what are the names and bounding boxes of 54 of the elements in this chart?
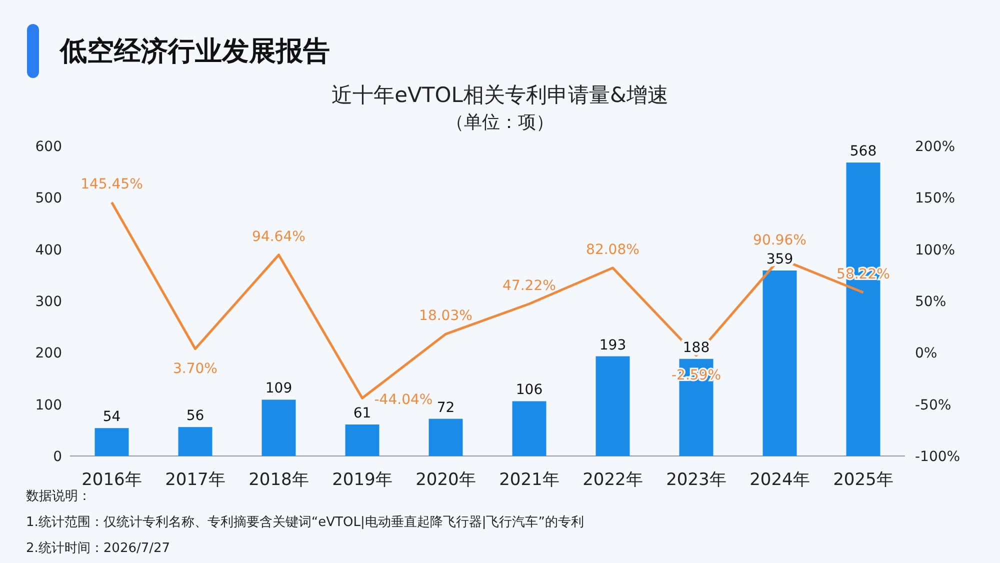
data-label: 61 [353, 405, 372, 422]
y-tick-label: 0 [53, 449, 62, 465]
y2-tick-label: 150% [915, 190, 956, 207]
data-label: 72 [436, 400, 455, 416]
y-tick-label: 100 [35, 397, 62, 414]
x-tick-label: 2025年 [833, 470, 894, 490]
data-label: 568 [850, 144, 877, 160]
chart-title: 低空经济行业发展报告 [59, 36, 330, 67]
y2-tick-label: 50% [915, 294, 946, 310]
bar [178, 427, 212, 456]
bar [345, 424, 380, 456]
bar [94, 428, 129, 456]
x-tick-label: 2018年 [248, 470, 309, 490]
data-label: 109 [265, 380, 292, 397]
data-label: 3.70% [173, 360, 218, 377]
x-tick-label: 2019年 [332, 470, 392, 490]
x-tick-label: 2016年 [82, 470, 142, 490]
bar [762, 270, 797, 456]
y2-tick-label: 200% [915, 139, 956, 155]
x-tick-label: 2017年 [165, 470, 226, 490]
text: 1.统计范围：仅统计专利名称、专利摘要含关键词“eVTOL|电动垂直起降飞行器|飞行汽车”的专利 [26, 515, 584, 530]
x-tick-label: 2021年 [499, 470, 560, 490]
data-label: 82.08% [586, 242, 640, 258]
text: 2.统计时间：2026/7/27 [26, 541, 170, 556]
y2-tick-label: -50% [915, 397, 952, 414]
data-label: 56 [186, 408, 204, 424]
data-label: 94.64% [252, 228, 306, 245]
y-tick-label: 400 [35, 242, 62, 258]
y-tick-label: 200 [35, 346, 62, 362]
text: （单位：项） [446, 112, 554, 133]
bar [262, 400, 296, 456]
y2-tick-label: 100% [915, 242, 956, 258]
y2-tick-label: 0% [915, 346, 938, 362]
x-tick-label: 2020年 [416, 470, 476, 490]
text: 数据说明： [26, 489, 91, 504]
y-tick-label: 600 [35, 139, 62, 155]
data-label: 54 [102, 409, 121, 426]
bar [428, 418, 463, 456]
data-label: 18.03% [419, 308, 472, 324]
data-label: 193 [599, 337, 626, 354]
data-label: 47.22% [502, 278, 556, 294]
chart-subtitle: 近十年eVTOL相关专利申请量&增速 [332, 83, 668, 107]
x-tick-label: 2024年 [750, 470, 810, 490]
x-tick-label: 2023年 [666, 470, 726, 490]
x-tick-label: 2022年 [582, 470, 643, 490]
data-label: -44.04% [374, 392, 433, 408]
y-tick-label: 300 [35, 294, 62, 310]
y2-tick-label: -100% [915, 449, 960, 465]
data-label: 90.96% [753, 232, 806, 249]
data-label: 145.45% [80, 176, 143, 192]
y-tick-label: 500 [35, 190, 62, 207]
bar [596, 356, 630, 456]
bar [512, 401, 546, 456]
data-label: 106 [516, 382, 543, 398]
